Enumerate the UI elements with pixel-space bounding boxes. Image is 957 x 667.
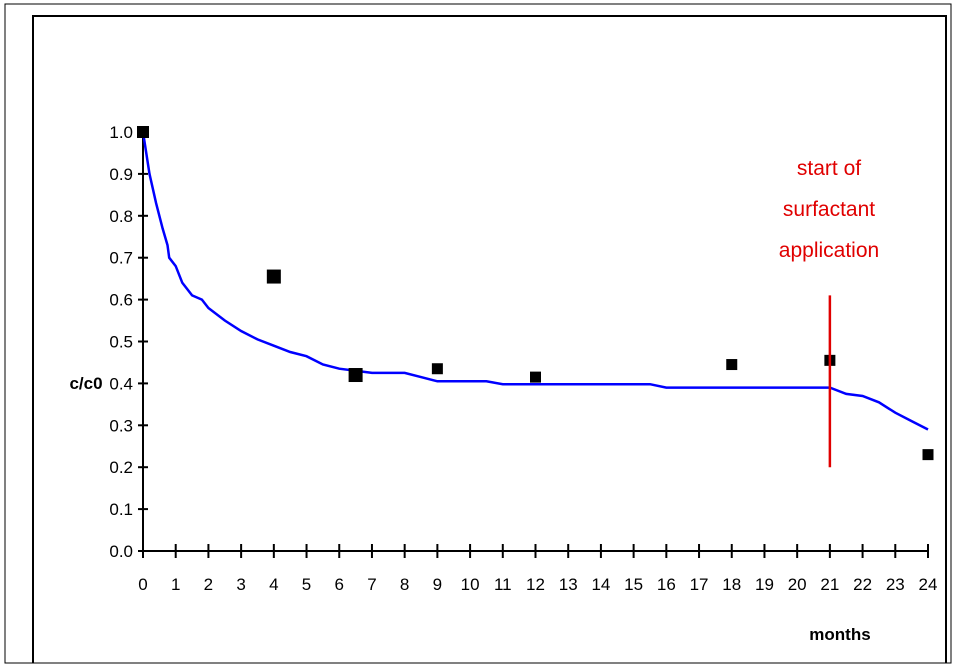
y-tick-label: 0.8 bbox=[109, 207, 133, 226]
annotation-line-2: surfactant bbox=[783, 198, 875, 221]
x-tick-label: 8 bbox=[400, 575, 409, 594]
x-tick-label: 18 bbox=[722, 575, 741, 594]
annotation: start of surfactant application bbox=[779, 157, 879, 262]
data-point bbox=[348, 368, 363, 383]
y-tick-label: 0.3 bbox=[109, 416, 133, 435]
x-tick-label: 5 bbox=[302, 575, 311, 594]
x-tick-label: 13 bbox=[559, 575, 578, 594]
data-point bbox=[266, 269, 281, 284]
x-tick-label: 16 bbox=[657, 575, 676, 594]
plot-area-frame bbox=[32, 15, 947, 663]
x-tick-label: 23 bbox=[886, 575, 905, 594]
x-tick-label: 6 bbox=[335, 575, 344, 594]
y-axis-label: c/c0 bbox=[69, 374, 102, 393]
x-tick-label: 7 bbox=[367, 575, 376, 594]
x-tick-label: 17 bbox=[690, 575, 709, 594]
x-tick-label: 3 bbox=[236, 575, 245, 594]
annotation-line-1: start of bbox=[797, 157, 861, 180]
y-tick-label: 0.6 bbox=[109, 291, 133, 310]
y-tick-label: 1.0 bbox=[109, 123, 133, 142]
y-tick-label: 0.9 bbox=[109, 165, 133, 184]
x-tick-label: 10 bbox=[461, 575, 480, 594]
axes bbox=[138, 131, 929, 558]
x-tick-label: 1 bbox=[171, 575, 180, 594]
data-point bbox=[431, 363, 443, 375]
data-point bbox=[922, 449, 934, 461]
x-tick-label: 9 bbox=[433, 575, 442, 594]
x-tick-label: 2 bbox=[204, 575, 213, 594]
x-tick-label: 11 bbox=[494, 575, 512, 594]
x-tick-label: 19 bbox=[755, 575, 774, 594]
x-tick-label: 12 bbox=[526, 575, 545, 594]
y-tick-label: 0.2 bbox=[109, 458, 133, 477]
annotation-line-3: application bbox=[779, 239, 879, 262]
x-tick-label: 22 bbox=[853, 575, 872, 594]
x-tick-labels: 0 1 2 3 4 5 6 7 8 9 10 11 12 13 14 15 16 17 18 19 20 21 22 23 24 bbox=[138, 575, 937, 594]
x-tick-label: 14 bbox=[591, 575, 610, 594]
y-tick-label: 0.4 bbox=[109, 374, 133, 393]
x-tick-label: 4 bbox=[269, 575, 278, 594]
x-tick-label: 15 bbox=[624, 575, 643, 594]
x-tick-label: 20 bbox=[788, 575, 807, 594]
x-tick-label: 21 bbox=[820, 575, 839, 594]
outer-frame bbox=[4, 3, 952, 664]
x-axis-label: months bbox=[809, 625, 870, 644]
y-tick-label: 0.5 bbox=[109, 333, 133, 352]
data-point bbox=[137, 126, 149, 138]
x-tick-label: 0 bbox=[138, 575, 147, 594]
y-tick-label: 0.0 bbox=[109, 542, 133, 561]
model-line bbox=[141, 131, 929, 431]
x-tick-label: 24 bbox=[919, 575, 938, 594]
data-point bbox=[530, 371, 541, 383]
data-point bbox=[726, 359, 738, 371]
y-tick-labels: 0.0 0.1 0.2 0.3 0.4 0.5 0.6 0.7 0.8 0.9 1.0 bbox=[109, 123, 133, 561]
y-tick-label: 0.1 bbox=[109, 500, 133, 519]
y-tick-label: 0.7 bbox=[109, 249, 133, 268]
